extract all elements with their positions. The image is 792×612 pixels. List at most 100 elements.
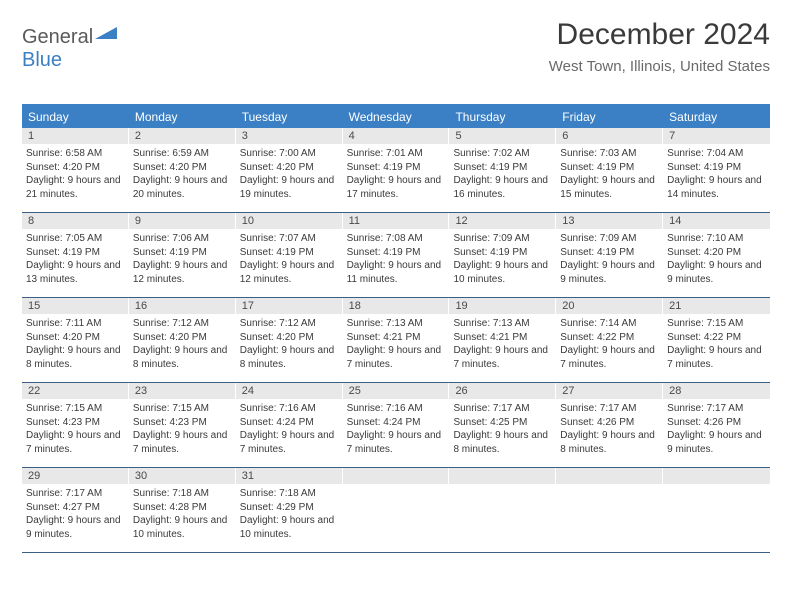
sunrise-line: Sunrise: 7:12 AM [133, 317, 232, 331]
sunrise-line: Sunrise: 7:04 AM [667, 147, 766, 161]
daylight-line: Daylight: 9 hours and 16 minutes. [453, 174, 552, 201]
daylight-line: Daylight: 9 hours and 21 minutes. [26, 174, 125, 201]
sunrise-line: Sunrise: 7:17 AM [26, 487, 125, 501]
brand-part1: General [22, 26, 93, 48]
day-body: Sunrise: 6:59 AMSunset: 4:20 PMDaylight:… [129, 144, 236, 205]
daylight-line: Daylight: 9 hours and 17 minutes. [347, 174, 446, 201]
calendar-cell: 23Sunrise: 7:15 AMSunset: 4:23 PMDayligh… [129, 383, 236, 467]
day-body: Sunrise: 7:03 AMSunset: 4:19 PMDaylight:… [556, 144, 663, 205]
day-body: Sunrise: 7:04 AMSunset: 4:19 PMDaylight:… [663, 144, 770, 205]
day-number: 11 [343, 213, 450, 229]
daylight-line: Daylight: 9 hours and 15 minutes. [560, 174, 659, 201]
daylight-line: Daylight: 9 hours and 8 minutes. [240, 344, 339, 371]
sunrise-line: Sunrise: 7:18 AM [133, 487, 232, 501]
sunset-line: Sunset: 4:19 PM [347, 161, 446, 175]
day-body: Sunrise: 7:12 AMSunset: 4:20 PMDaylight:… [236, 314, 343, 375]
daylight-line: Daylight: 9 hours and 10 minutes. [453, 259, 552, 286]
calendar-cell: 27Sunrise: 7:17 AMSunset: 4:26 PMDayligh… [556, 383, 663, 467]
daylight-line: Daylight: 9 hours and 9 minutes. [667, 259, 766, 286]
day-number: 3 [236, 128, 343, 144]
day-number: 4 [343, 128, 450, 144]
daylight-line: Daylight: 9 hours and 12 minutes. [133, 259, 232, 286]
calendar-cell: 25Sunrise: 7:16 AMSunset: 4:24 PMDayligh… [343, 383, 450, 467]
calendar-week: 1Sunrise: 6:58 AMSunset: 4:20 PMDaylight… [22, 128, 770, 213]
sunset-line: Sunset: 4:20 PM [133, 161, 232, 175]
day-body: Sunrise: 7:11 AMSunset: 4:20 PMDaylight:… [22, 314, 129, 375]
daylight-line: Daylight: 9 hours and 7 minutes. [560, 344, 659, 371]
day-body: Sunrise: 7:02 AMSunset: 4:19 PMDaylight:… [449, 144, 556, 205]
calendar-cell: 22Sunrise: 7:15 AMSunset: 4:23 PMDayligh… [22, 383, 129, 467]
calendar-cell: 12Sunrise: 7:09 AMSunset: 4:19 PMDayligh… [449, 213, 556, 297]
calendar-cell: . [556, 468, 663, 552]
sunrise-line: Sunrise: 7:14 AM [560, 317, 659, 331]
daylight-line: Daylight: 9 hours and 9 minutes. [560, 259, 659, 286]
calendar-cell: 30Sunrise: 7:18 AMSunset: 4:28 PMDayligh… [129, 468, 236, 552]
sunrise-line: Sunrise: 7:17 AM [560, 402, 659, 416]
calendar-cell: 10Sunrise: 7:07 AMSunset: 4:19 PMDayligh… [236, 213, 343, 297]
sunrise-line: Sunrise: 7:17 AM [453, 402, 552, 416]
day-number: 15 [22, 298, 129, 314]
day-number: 20 [556, 298, 663, 314]
sunrise-line: Sunrise: 7:13 AM [347, 317, 446, 331]
sunrise-line: Sunrise: 7:17 AM [667, 402, 766, 416]
day-number: 10 [236, 213, 343, 229]
month-title: December 2024 [549, 18, 770, 52]
day-body: Sunrise: 6:58 AMSunset: 4:20 PMDaylight:… [22, 144, 129, 205]
calendar-cell: 1Sunrise: 6:58 AMSunset: 4:20 PMDaylight… [22, 128, 129, 212]
sunset-line: Sunset: 4:22 PM [560, 331, 659, 345]
sunset-line: Sunset: 4:19 PM [453, 246, 552, 260]
day-number: 24 [236, 383, 343, 399]
daylight-line: Daylight: 9 hours and 14 minutes. [667, 174, 766, 201]
calendar-cell: 20 Sunrise: 7:14 AMSunset: 4:22 PMDayligh… [556, 298, 663, 382]
sunset-line: Sunset: 4:29 PM [240, 501, 339, 515]
day-number: 12 [449, 213, 556, 229]
sunset-line: Sunset: 4:20 PM [240, 331, 339, 345]
calendar-cell: 7Sunrise: 7:04 AMSunset: 4:19 PMDaylight… [663, 128, 770, 212]
page-header: December 2024 West Town, Illinois, Unite… [549, 18, 770, 75]
sunset-line: Sunset: 4:22 PM [667, 331, 766, 345]
sunrise-line: Sunrise: 7:12 AM [240, 317, 339, 331]
day-label: Friday [556, 106, 663, 128]
daylight-line: Daylight: 9 hours and 8 minutes. [453, 429, 552, 456]
calendar-cell: 18Sunrise: 7:13 AMSunset: 4:21 PMDayligh… [343, 298, 450, 382]
day-label: Tuesday [236, 106, 343, 128]
brand-triangle-icon [95, 22, 117, 45]
sunrise-line: Sunrise: 7:11 AM [26, 317, 125, 331]
day-body: Sunrise: 7:15 AMSunset: 4:23 PMDaylight:… [129, 399, 236, 460]
daylight-line: Daylight: 9 hours and 9 minutes. [667, 429, 766, 456]
day-body: Sunrise: 7:10 AMSunset: 4:20 PMDaylight:… [663, 229, 770, 290]
calendar-cell: 26Sunrise: 7:17 AMSunset: 4:25 PMDayligh… [449, 383, 556, 467]
day-number: . [449, 468, 556, 484]
day-labels-row: SundayMondayTuesdayWednesdayThursdayFrid… [22, 106, 770, 128]
calendar-cell: 5Sunrise: 7:02 AMSunset: 4:19 PMDaylight… [449, 128, 556, 212]
location-subtitle: West Town, Illinois, United States [549, 58, 770, 75]
day-number: 13 [556, 213, 663, 229]
sunset-line: Sunset: 4:19 PM [560, 246, 659, 260]
day-body: Sunrise: 7:13 AMSunset: 4:21 PMDaylight:… [343, 314, 450, 375]
day-body: Sunrise: 7:05 AMSunset: 4:19 PMDaylight:… [22, 229, 129, 290]
daylight-line: Daylight: 9 hours and 7 minutes. [667, 344, 766, 371]
sunrise-line: Sunrise: 7:18 AM [240, 487, 339, 501]
daylight-line: Daylight: 9 hours and 7 minutes. [133, 429, 232, 456]
day-number: 17 [236, 298, 343, 314]
day-number: 14 [663, 213, 770, 229]
sunset-line: Sunset: 4:23 PM [26, 416, 125, 430]
daylight-line: Daylight: 9 hours and 10 minutes. [240, 514, 339, 541]
day-number: 6 [556, 128, 663, 144]
day-body: Sunrise: 7:16 AMSunset: 4:24 PMDaylight:… [343, 399, 450, 460]
daylight-line: Daylight: 9 hours and 9 minutes. [26, 514, 125, 541]
day-body: Sunrise: 7:18 AMSunset: 4:29 PMDaylight:… [236, 484, 343, 545]
daylight-line: Daylight: 9 hours and 12 minutes. [240, 259, 339, 286]
calendar-cell: 6Sunrise: 7:03 AMSunset: 4:19 PMDaylight… [556, 128, 663, 212]
calendar-week: 22Sunrise: 7:15 AMSunset: 4:23 PMDayligh… [22, 383, 770, 468]
sunrise-line: Sunrise: 7:07 AM [240, 232, 339, 246]
sunrise-line: Sunrise: 7:15 AM [667, 317, 766, 331]
sunrise-line: Sunrise: 7:15 AM [133, 402, 232, 416]
day-number: 29 [22, 468, 129, 484]
calendar-week: 15Sunrise: 7:11 AMSunset: 4:20 PMDayligh… [22, 298, 770, 383]
day-label: Saturday [663, 106, 770, 128]
calendar-cell: 24Sunrise: 7:16 AMSunset: 4:24 PMDayligh… [236, 383, 343, 467]
sunset-line: Sunset: 4:25 PM [453, 416, 552, 430]
sunset-line: Sunset: 4:19 PM [133, 246, 232, 260]
calendar-cell: 31Sunrise: 7:18 AMSunset: 4:29 PMDayligh… [236, 468, 343, 552]
